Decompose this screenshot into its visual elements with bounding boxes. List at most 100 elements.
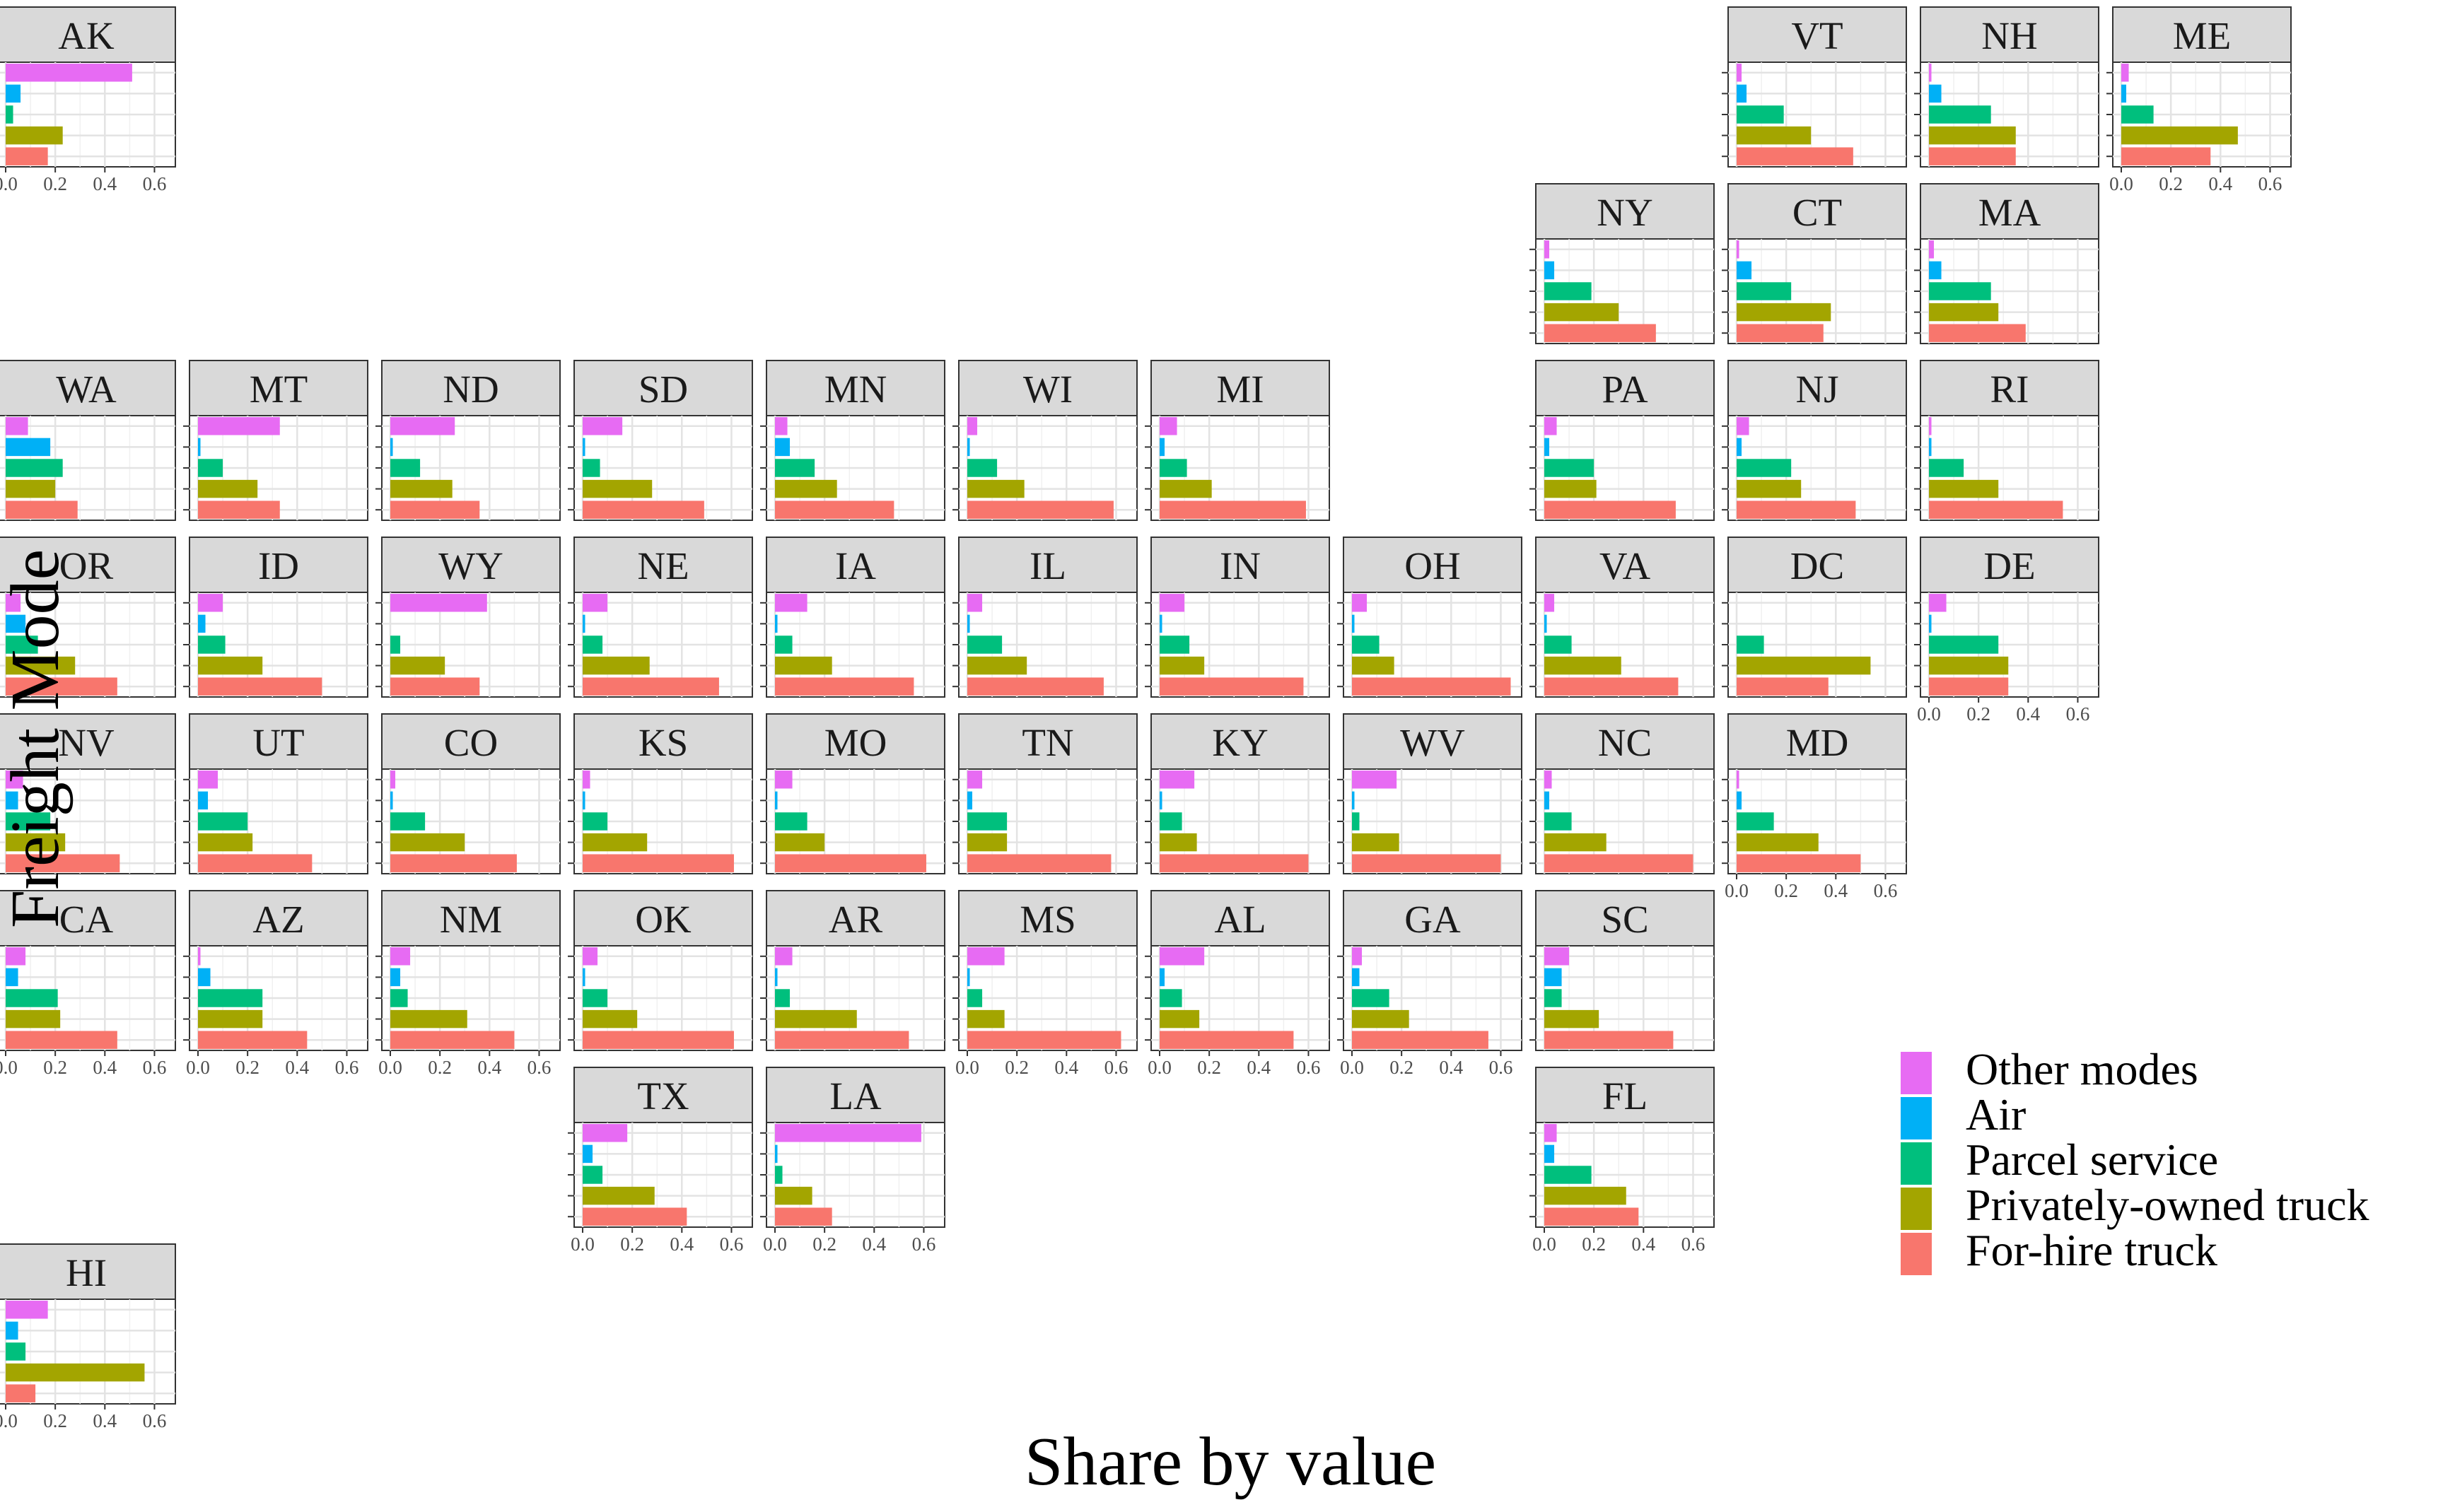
bar-other-modes [775, 770, 793, 789]
strip-label: DC [1790, 544, 1844, 587]
bar-parcel-service [1544, 459, 1594, 477]
bar-air [1544, 614, 1547, 633]
strip-background [573, 537, 753, 593]
bar-other-modes [1929, 240, 1935, 259]
facet-nj: NJ [1722, 360, 1907, 521]
strip-background [1920, 537, 2099, 593]
bar-for-hire-truck [583, 1207, 687, 1226]
x-tick-label: 0.6 [1297, 1057, 1321, 1078]
bar-parcel-service [198, 812, 248, 831]
bar-air [6, 1321, 18, 1340]
bar-other-modes [1352, 947, 1363, 966]
bar-for-hire-truck [198, 1031, 308, 1049]
x-tick-label: 0.4 [862, 1233, 886, 1255]
bar-other-modes [1544, 240, 1550, 259]
x-tick-label: 0.6 [2066, 703, 2090, 725]
bar-parcel-service [390, 459, 421, 477]
strip-label: AR [829, 898, 883, 941]
x-tick-label: 0.4 [670, 1233, 694, 1255]
bar-privately-owned-truck [1737, 833, 1819, 852]
bar-parcel-service [2121, 105, 2154, 124]
bar-for-hire-truck [1737, 147, 1853, 165]
bar-air [1929, 614, 1932, 633]
strip-background [1727, 6, 1907, 63]
x-tick-label: 0.6 [912, 1233, 936, 1255]
strip-background [766, 890, 945, 947]
bar-for-hire-truck [583, 854, 734, 872]
bar-parcel-service [198, 635, 226, 654]
facet-co: CO [375, 713, 561, 874]
bar-other-modes [1352, 594, 1368, 612]
facet-ga: GA 0.0 0.2 0.4 0.6 [1337, 890, 1522, 1078]
x-tick-label: 0.6 [1874, 880, 1898, 901]
x-tick-label: 0.6 [1489, 1057, 1513, 1078]
bar-parcel-service [6, 459, 63, 477]
x-tick-label: 0.4 [477, 1057, 501, 1078]
strip-label: MA [1978, 191, 2041, 234]
strip-label: NH [1981, 14, 2037, 57]
strip-label: UT [252, 721, 304, 764]
strip-background [1150, 360, 1330, 416]
legend-key [1901, 1188, 1932, 1230]
bar-other-modes [1160, 594, 1185, 612]
bar-for-hire-truck [967, 500, 1114, 519]
bar-other-modes [198, 770, 218, 789]
bar-other-modes [967, 594, 983, 612]
bar-privately-owned-truck [1160, 656, 1205, 675]
strip-background [573, 360, 753, 416]
strip-label: VT [1791, 14, 1843, 57]
bar-privately-owned-truck [775, 833, 825, 852]
facet-fl: FL 0.0 0.2 0.4 0.6 [1529, 1067, 1715, 1255]
bar-for-hire-truck [775, 500, 894, 519]
x-tick-label: 0.0 [378, 1057, 402, 1078]
bar-parcel-service [1737, 812, 1774, 831]
bar-parcel-service [583, 459, 600, 477]
x-tick-label: 0.4 [2016, 703, 2040, 725]
bar-for-hire-truck [967, 1031, 1121, 1049]
bar-privately-owned-truck [6, 833, 66, 852]
x-tick-label: 0.2 [1197, 1057, 1221, 1078]
bar-for-hire-truck [1160, 677, 1304, 696]
strip-background [958, 890, 1138, 947]
bar-for-hire-truck [1544, 324, 1656, 342]
strip-background [958, 537, 1138, 593]
bar-air [6, 84, 21, 103]
legend-key [1901, 1052, 1932, 1094]
bar-for-hire-truck [1737, 854, 1861, 872]
bar-air [1352, 968, 1360, 987]
bar-other-modes [775, 417, 788, 435]
bar-for-hire-truck [6, 500, 78, 519]
strip-label: OH [1404, 544, 1460, 587]
bar-privately-owned-truck [1929, 126, 2016, 145]
x-tick-label: 0.4 [1054, 1057, 1078, 1078]
x-tick-label: 0.4 [93, 1057, 117, 1078]
bar-parcel-service [1544, 1166, 1592, 1184]
bar-for-hire-truck [6, 1384, 36, 1402]
bar-other-modes [583, 947, 598, 966]
bar-parcel-service [1737, 105, 1784, 124]
bar-parcel-service [1929, 282, 1991, 300]
bar-privately-owned-truck [198, 1009, 263, 1028]
bar-parcel-service [6, 1342, 26, 1361]
bar-privately-owned-truck [6, 479, 56, 498]
facet-va: VA [1529, 537, 1715, 698]
strip-background [1727, 537, 1907, 593]
bar-parcel-service [1544, 282, 1592, 300]
bar-parcel-service [967, 989, 983, 1007]
bar-parcel-service [1544, 989, 1562, 1007]
bar-other-modes [390, 947, 411, 966]
legend-key [1901, 1097, 1932, 1139]
bar-for-hire-truck [1929, 500, 2063, 519]
bar-other-modes [1737, 417, 1749, 435]
facet-wy: WY [375, 537, 561, 698]
facet-mi: MI [1145, 360, 1330, 521]
bar-air [1352, 614, 1355, 633]
facet-oh: OH [1337, 537, 1522, 698]
strip-label: WI [1023, 368, 1073, 411]
bar-for-hire-truck [583, 1031, 734, 1049]
bar-privately-owned-truck [1352, 656, 1394, 675]
bar-other-modes [583, 417, 623, 435]
strip-label: OK [635, 898, 692, 941]
strip-label: NJ [1795, 368, 1838, 411]
bar-privately-owned-truck [775, 656, 832, 675]
